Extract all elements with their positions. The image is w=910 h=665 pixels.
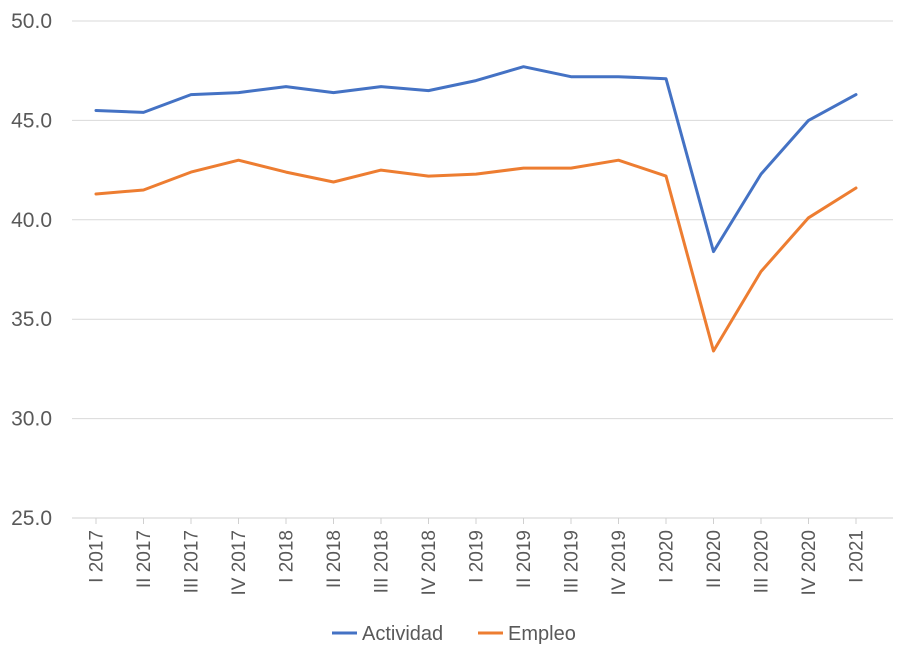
x-tick-label: II 2017 (134, 530, 155, 588)
x-tick-label: IV 2018 (419, 530, 440, 596)
series-line-empleo (94, 158, 858, 353)
legend-label: Empleo (508, 623, 576, 645)
series-lines (94, 65, 858, 353)
x-tick-label: IV 2020 (799, 530, 820, 596)
x-tick-label: I 2021 (847, 530, 868, 583)
y-axis-tick-labels: 25.0 30.0 35.0 40.0 45.0 50.0 (11, 10, 52, 530)
x-tick-label: I 2018 (277, 530, 298, 583)
x-tick-label: I 2020 (657, 530, 678, 583)
x-tick-label: IV 2017 (229, 530, 250, 596)
x-tick-label: II 2020 (704, 530, 725, 588)
x-tick-label: III 2017 (182, 530, 203, 593)
y-tick-label: 50.0 (11, 10, 52, 33)
legend: Actividad Empleo (332, 623, 576, 645)
x-tick-label: IV 2019 (609, 530, 630, 596)
x-tick-label: II 2019 (514, 530, 535, 588)
x-tick-label: I 2017 (87, 530, 108, 583)
y-tick-label: 30.0 (11, 408, 52, 431)
x-tick-label: III 2020 (752, 530, 773, 593)
gridlines (72, 20, 893, 519)
x-tick-label: II 2018 (324, 530, 345, 588)
x-tick-label: III 2019 (562, 530, 583, 593)
y-tick-label: 40.0 (11, 209, 52, 232)
series-line-actividad (94, 65, 858, 254)
legend-label: Actividad (362, 623, 443, 645)
y-tick-label: 45.0 (11, 109, 52, 132)
x-axis-tick-labels: I 2017 II 2017 III 2017 IV 2017 I 2018 II 201… (87, 518, 868, 596)
y-tick-label: 25.0 (11, 507, 52, 530)
y-tick-label: 35.0 (11, 308, 52, 331)
x-tick-label: III 2018 (372, 530, 393, 593)
x-tick-label: I 2019 (467, 530, 488, 583)
